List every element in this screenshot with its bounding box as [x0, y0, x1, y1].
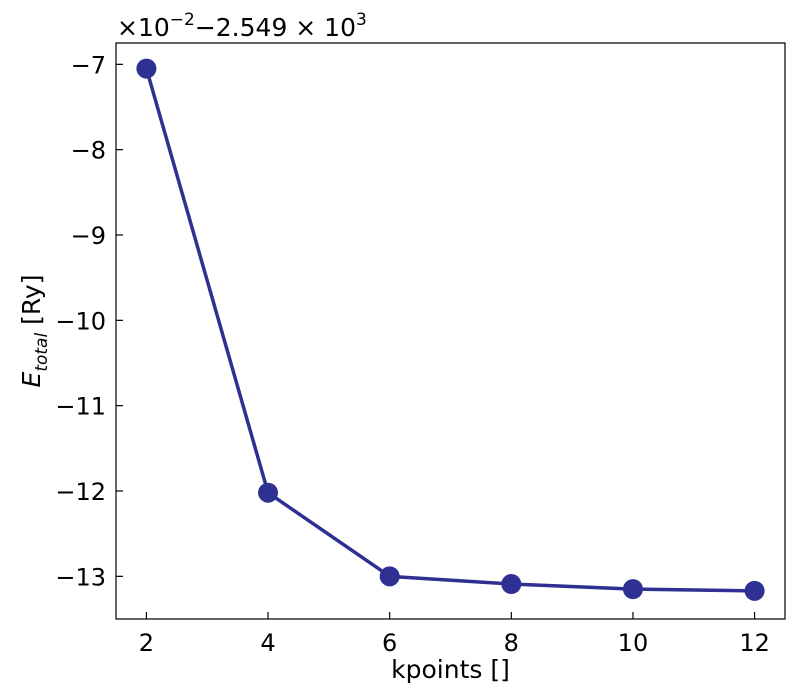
series-layer	[136, 58, 765, 601]
y-tick-label: −8	[71, 137, 106, 165]
axis-offset-text: ×10−2−2.549 × 103	[117, 10, 367, 42]
y-axis-label-main: E	[17, 371, 46, 387]
y-tick-label: −7	[71, 51, 106, 79]
x-axis-label: kpoints []	[391, 655, 510, 684]
data-point	[622, 579, 643, 600]
y-axis-label-subscript: total	[32, 333, 52, 372]
offset-multiplier-exponent: −2	[170, 10, 195, 30]
x-tick-label: 4	[260, 629, 275, 657]
x-tick-label: 2	[139, 629, 154, 657]
data-point	[501, 574, 522, 595]
y-tick-label: −13	[55, 563, 106, 591]
x-tick-label: 8	[504, 629, 519, 657]
y-axis-ticks: −7 −8 −9 −10 −11 −12 −13	[55, 51, 123, 591]
plot-frame	[115, 42, 786, 620]
x-tick-label: 6	[382, 629, 397, 657]
y-tick-label: −12	[55, 478, 106, 506]
data-point	[379, 566, 400, 587]
data-point	[136, 58, 157, 79]
offset-multiplier-base: ×10	[117, 13, 170, 42]
x-tick-label: 12	[739, 629, 770, 657]
y-tick-label: −9	[71, 222, 106, 250]
y-tick-label: −10	[55, 307, 106, 335]
y-axis-label: Etotal [Ry]	[17, 275, 52, 388]
x-axis-ticks: 2 4 6 8 10 12	[139, 612, 770, 657]
data-point	[258, 482, 279, 503]
y-tick-label: −11	[55, 393, 106, 421]
series-line	[144, 68, 755, 593]
offset-value-exponent: 3	[356, 10, 367, 30]
x-tick-label: 10	[618, 629, 649, 657]
data-point	[744, 580, 765, 601]
y-axis-label-suffix: [Ry]	[17, 275, 46, 333]
offset-value-base: −2.549 × 10	[195, 13, 356, 42]
